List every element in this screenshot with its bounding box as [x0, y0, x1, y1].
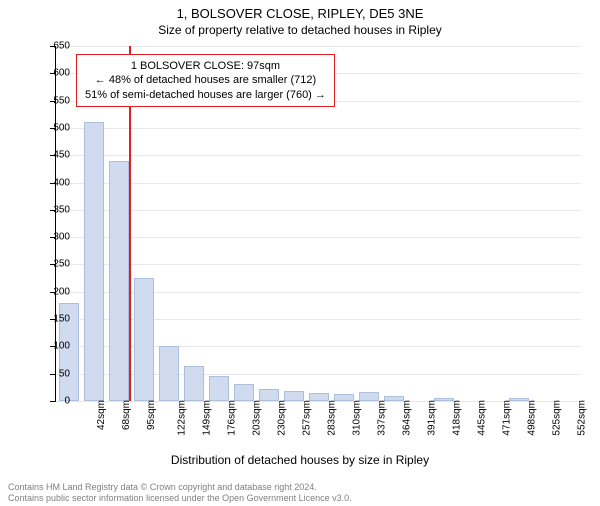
- x-tick-label: 95sqm: [146, 400, 157, 430]
- x-tick-label: 337sqm: [376, 400, 387, 436]
- bar: [234, 384, 254, 401]
- bar: [209, 376, 229, 401]
- bar: [184, 366, 204, 402]
- y-tick: [50, 401, 56, 402]
- y-tick-label: 250: [53, 259, 70, 270]
- x-tick-label: 42sqm: [96, 400, 107, 430]
- gridline: [56, 264, 581, 265]
- gridline: [56, 128, 581, 129]
- footer: Contains HM Land Registry data © Crown c…: [8, 482, 592, 504]
- y-tick-label: 500: [53, 122, 70, 133]
- info-box-line: ← 48% of detached houses are smaller (71…: [85, 73, 326, 87]
- gridline: [56, 210, 581, 211]
- y-tick-label: 0: [64, 396, 70, 407]
- y-tick-label: 300: [53, 232, 70, 243]
- y-tick-label: 450: [53, 150, 70, 161]
- x-tick-label: 310sqm: [351, 400, 362, 436]
- footer-line-2: Contains public sector information licen…: [8, 493, 592, 504]
- x-tick-label: 391sqm: [426, 400, 437, 436]
- x-tick-label: 230sqm: [276, 400, 287, 436]
- x-tick-label: 418sqm: [451, 400, 462, 436]
- x-tick-label: 364sqm: [401, 400, 412, 436]
- y-tick-label: 600: [53, 68, 70, 79]
- x-tick-label: 203sqm: [251, 400, 262, 436]
- info-box-line: 51% of semi-detached houses are larger (…: [85, 88, 326, 102]
- bar: [109, 161, 129, 401]
- plot-area: 1 BOLSOVER CLOSE: 97sqm← 48% of detached…: [55, 46, 581, 402]
- bar: [159, 346, 179, 401]
- gridline: [56, 237, 581, 238]
- info-box: 1 BOLSOVER CLOSE: 97sqm← 48% of detached…: [76, 54, 335, 107]
- x-tick-label: 283sqm: [326, 400, 337, 436]
- y-tick: [50, 374, 56, 375]
- y-tick-label: 650: [53, 41, 70, 52]
- x-tick-label: 122sqm: [176, 400, 187, 436]
- y-tick-label: 350: [53, 204, 70, 215]
- x-tick-label: 257sqm: [301, 400, 312, 436]
- x-tick-label: 552sqm: [576, 400, 587, 436]
- x-tick-label: 471sqm: [501, 400, 512, 436]
- x-tick-label: 498sqm: [526, 400, 537, 436]
- gridline: [56, 183, 581, 184]
- page-title: 1, BOLSOVER CLOSE, RIPLEY, DE5 3NE: [0, 6, 600, 21]
- y-tick-label: 550: [53, 95, 70, 106]
- chart-wrapper: Number of detached properties 1 BOLSOVER…: [0, 41, 600, 451]
- gridline: [56, 155, 581, 156]
- x-axis-label: Distribution of detached houses by size …: [0, 453, 600, 467]
- y-tick-label: 50: [59, 368, 70, 379]
- x-tick-label: 525sqm: [551, 400, 562, 436]
- bar: [84, 122, 104, 401]
- y-tick-label: 150: [53, 314, 70, 325]
- bar: [134, 278, 154, 401]
- y-tick-label: 400: [53, 177, 70, 188]
- y-tick-label: 200: [53, 286, 70, 297]
- info-box-line: 1 BOLSOVER CLOSE: 97sqm: [85, 59, 326, 73]
- x-tick-label: 445sqm: [476, 400, 487, 436]
- x-tick-label: 149sqm: [201, 400, 212, 436]
- gridline: [56, 46, 581, 47]
- page-subtitle: Size of property relative to detached ho…: [0, 23, 600, 37]
- x-tick-label: 68sqm: [121, 400, 132, 430]
- y-tick-label: 100: [53, 341, 70, 352]
- x-tick-label: 176sqm: [226, 400, 237, 436]
- footer-line-1: Contains HM Land Registry data © Crown c…: [8, 482, 592, 493]
